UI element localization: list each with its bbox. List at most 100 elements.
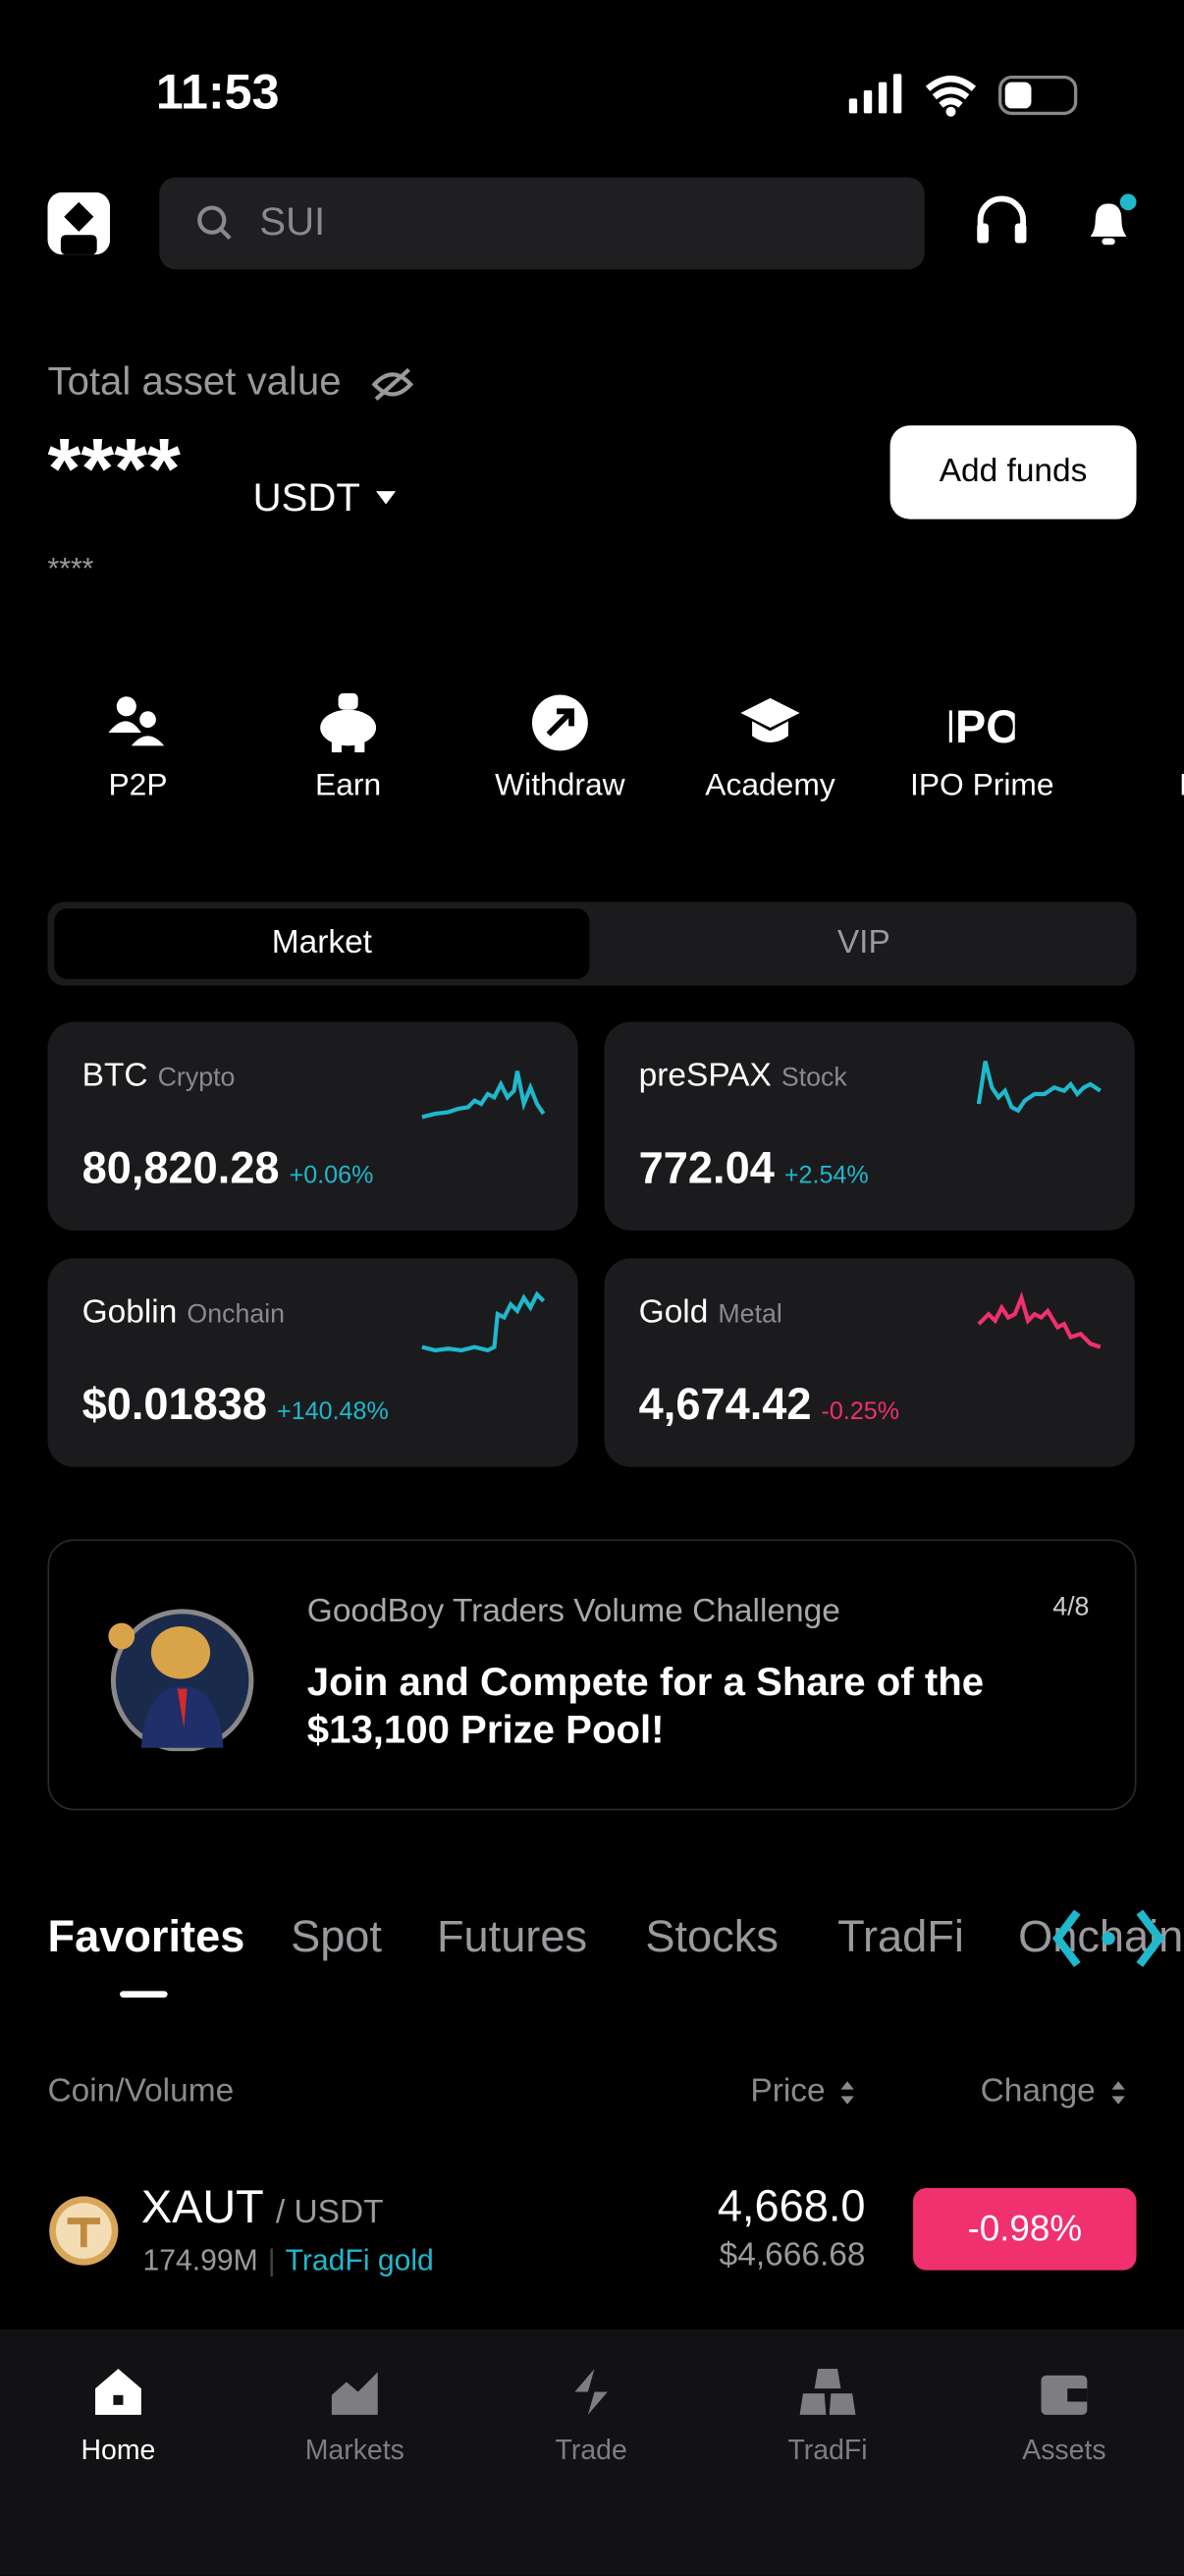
shortcut-icon	[108, 696, 165, 746]
nav-item-active[interactable]: Home	[20, 2366, 217, 2468]
shortcut[interactable]: Earn	[249, 690, 447, 805]
nav-label: TradFi	[787, 2434, 868, 2466]
search-placeholder: SUI	[259, 200, 326, 246]
nav-icon	[95, 2369, 141, 2415]
coin-price: 4,668.0	[717, 2181, 866, 2231]
coin-name: XAUT	[140, 2181, 263, 2233]
nav-label: Trade	[555, 2434, 627, 2466]
market-tab-active[interactable]: Favorites	[47, 1912, 245, 1962]
card-change: +0.06%	[289, 1161, 374, 1190]
coin-volume-line: 174.99M | TradFi gold	[142, 2243, 434, 2277]
banner-text: Join and Compete for a Share of the $13,…	[306, 1661, 985, 1753]
nav-item[interactable]: Trade	[493, 2366, 690, 2468]
coin-quote: / USDT	[275, 2194, 384, 2231]
nav-label: Home	[81, 2434, 156, 2466]
market-tab[interactable]: Spot	[291, 1912, 382, 1962]
asset-sub-value: ****	[47, 552, 94, 585]
asset-label: Total asset value	[47, 359, 342, 405]
asset-currency[interactable]: USDT	[252, 476, 360, 521]
shortcut[interactable]: Academy	[672, 690, 869, 805]
sparkline	[421, 1070, 546, 1120]
sparkline	[421, 1290, 546, 1353]
nav-label: Assets	[1022, 2434, 1106, 2466]
market-card[interactable]: Goblin Onchain $0.01838 +140.48%	[47, 1258, 578, 1467]
segment-tab-active[interactable]: Market	[54, 908, 590, 979]
shortcut-label: Withdraw	[495, 768, 625, 803]
nav-icon	[799, 2369, 856, 2415]
card-price: 80,820.28	[81, 1143, 280, 1193]
table-header: Coin/Volume	[47, 2072, 235, 2110]
banner-page: 4/8	[1052, 1593, 1090, 1621]
segment-control: Market VIP	[47, 902, 1137, 986]
coin-tag: TradFi gold	[285, 2243, 434, 2277]
nav-label: Markets	[304, 2434, 404, 2466]
market-tab[interactable]: TradFi	[837, 1912, 964, 1962]
banner-title: GoodBoy Traders Volume Challenge	[306, 1593, 840, 1630]
add-funds-button[interactable]: Add funds	[889, 425, 1137, 520]
svg-text:IPO: IPO	[949, 701, 1015, 752]
market-tabs: Favorites Spot Futures Stocks TradFi Onc…	[0, 1890, 1184, 2004]
shortcut[interactable]: IPO IPO Prime	[884, 690, 1081, 805]
hide-icon[interactable]	[371, 364, 414, 404]
market-card[interactable]: preSPAX Stock 772.04 +2.54%	[604, 1021, 1135, 1231]
shortcut-icon	[320, 692, 377, 753]
card-name: Goblin	[81, 1294, 178, 1331]
shortcut-icon: IPO	[949, 701, 1015, 752]
avatar[interactable]	[47, 192, 111, 255]
card-name: preSPAX	[638, 1058, 772, 1095]
tab-indicator	[120, 1991, 168, 1999]
market-row[interactable]: XAUT / USDT 174.99M | TradFi gold 4,668.0 …	[0, 2168, 1184, 2300]
sparkline	[976, 1061, 1102, 1114]
sparkline	[977, 1290, 1102, 1349]
shortcut-label: Earn	[315, 768, 382, 803]
support-icon[interactable]	[972, 193, 1031, 252]
search-icon	[197, 205, 232, 241]
card-tag: Metal	[718, 1300, 782, 1330]
market-tab[interactable]: Stocks	[645, 1912, 779, 1962]
table-header[interactable]: Change	[980, 2072, 1096, 2110]
card-tag: Crypto	[157, 1064, 236, 1093]
card-name: Gold	[638, 1294, 709, 1331]
search-bar[interactable]: SUI	[159, 177, 925, 270]
shortcut-icon	[740, 697, 800, 743]
nav-icon	[331, 2372, 378, 2415]
banner-image	[108, 1609, 254, 1752]
coin-icon	[49, 2196, 119, 2266]
shortcut-label: P2P	[108, 768, 168, 803]
nav-item[interactable]: TradFi	[729, 2366, 927, 2468]
coin-price-usd: $4,666.68	[719, 2237, 866, 2275]
market-card[interactable]: Gold Metal 4,674.42 -0.25%	[604, 1258, 1135, 1467]
nav-icon	[574, 2369, 608, 2415]
card-price: 772.04	[638, 1143, 775, 1193]
coin-symbol: XAUT / USDT	[141, 2181, 384, 2234]
segment-tab[interactable]: VIP	[836, 924, 890, 961]
market-tab[interactable]: Futures	[436, 1912, 588, 1962]
asset-value: ****	[47, 421, 181, 518]
nav-icon	[1041, 2375, 1088, 2415]
market-card[interactable]: BTC Crypto 80,820.28 +0.06%	[47, 1021, 578, 1231]
card-change: +2.54%	[783, 1161, 869, 1190]
tab-scroll-icon[interactable]	[1051, 1905, 1166, 1971]
card-tag: Stock	[780, 1064, 847, 1093]
sort-icon	[840, 2081, 854, 2105]
status-time: 11:53	[155, 65, 280, 121]
shortcut-label: Academy	[705, 768, 835, 803]
shortcut-icon	[1159, 690, 1184, 756]
coin-change: -0.98%	[913, 2188, 1137, 2271]
status-icons	[848, 74, 1078, 117]
card-name: BTC	[81, 1058, 148, 1095]
card-price: 4,674.42	[638, 1380, 812, 1430]
table-header[interactable]: Price	[750, 2072, 826, 2110]
shortcut[interactable]: M	[1094, 690, 1184, 805]
nav-item[interactable]: Markets	[256, 2366, 454, 2468]
promo-banner[interactable]: GoodBoy Traders Volume Challenge Join an…	[47, 1539, 1137, 1811]
shortcut[interactable]: Withdraw	[461, 690, 659, 805]
shortcut-label: M	[1179, 769, 1184, 803]
card-tag: Onchain	[187, 1300, 286, 1330]
currency-caret	[376, 491, 397, 505]
card-change: +140.48%	[277, 1398, 389, 1426]
shortcut[interactable]: P2P	[39, 690, 237, 805]
notification-icon[interactable]	[1081, 191, 1144, 253]
nav-item[interactable]: Assets	[966, 2366, 1163, 2468]
